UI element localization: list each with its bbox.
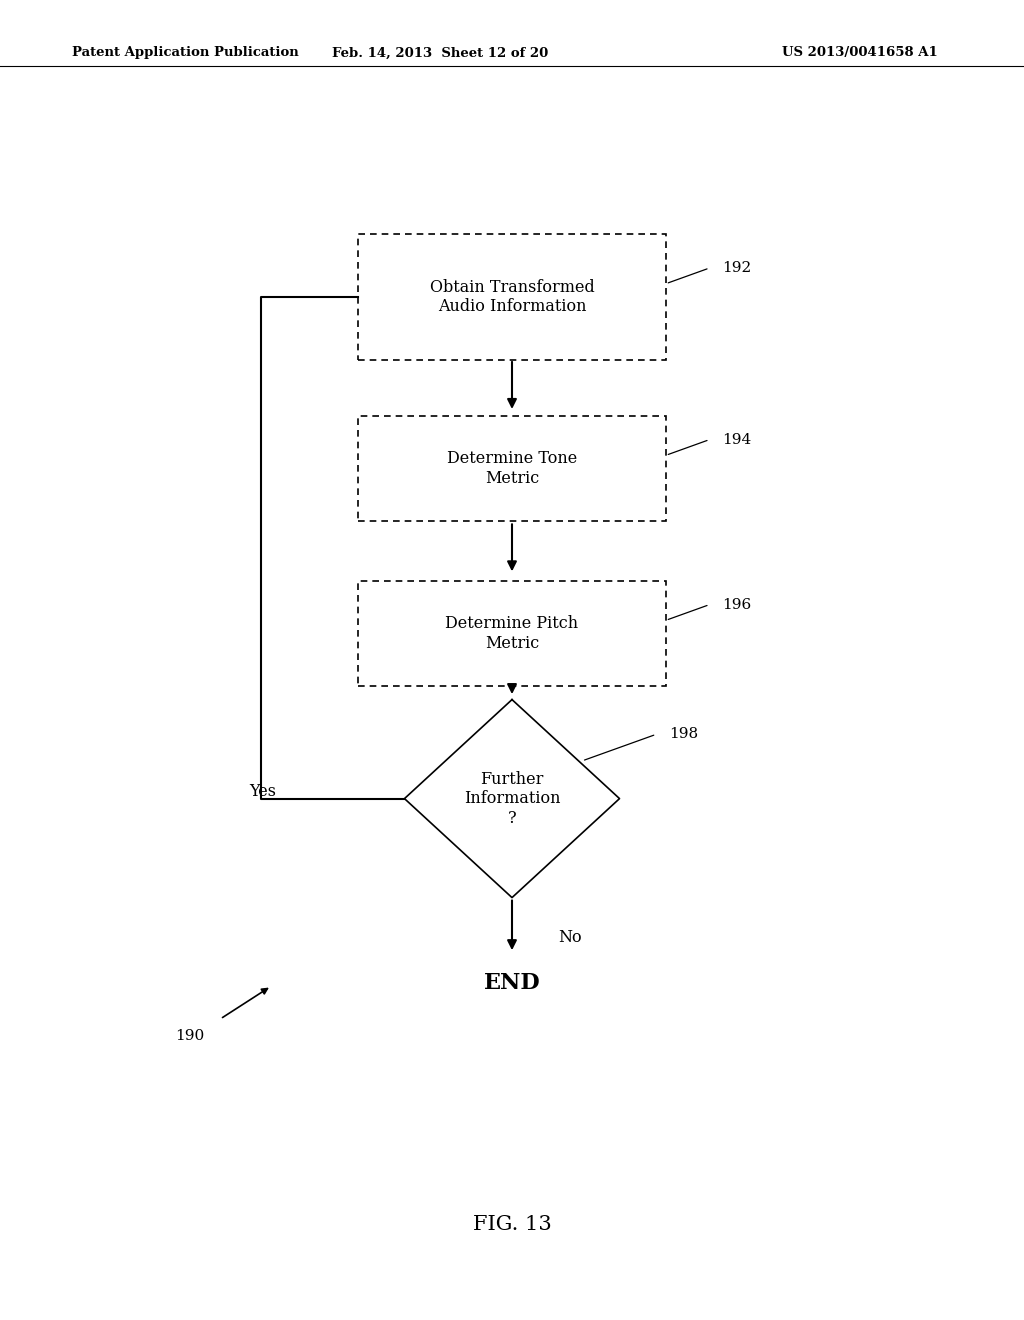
Text: US 2013/0041658 A1: US 2013/0041658 A1 [782, 46, 938, 59]
Text: Determine Tone
Metric: Determine Tone Metric [446, 450, 578, 487]
Text: Feb. 14, 2013  Sheet 12 of 20: Feb. 14, 2013 Sheet 12 of 20 [332, 46, 549, 59]
Text: Yes: Yes [250, 784, 276, 800]
Text: FIG. 13: FIG. 13 [473, 1216, 551, 1234]
Text: 198: 198 [669, 727, 697, 742]
Text: 194: 194 [722, 433, 752, 446]
Text: 196: 196 [722, 598, 752, 611]
Text: 192: 192 [722, 261, 752, 275]
Bar [358, 416, 666, 521]
Polygon shape [404, 700, 620, 898]
Text: Further
Information
?: Further Information ? [464, 771, 560, 826]
Bar [358, 235, 666, 359]
Text: Obtain Transformed
Audio Information: Obtain Transformed Audio Information [430, 279, 594, 315]
Text: No: No [558, 929, 582, 945]
Text: 190: 190 [175, 1030, 204, 1043]
Text: Patent Application Publication: Patent Application Publication [72, 46, 298, 59]
Text: Determine Pitch
Metric: Determine Pitch Metric [445, 615, 579, 652]
Text: END: END [483, 973, 541, 994]
Bar [358, 581, 666, 686]
